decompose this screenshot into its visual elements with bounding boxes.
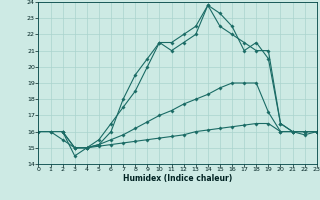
X-axis label: Humidex (Indice chaleur): Humidex (Indice chaleur) [123,174,232,183]
